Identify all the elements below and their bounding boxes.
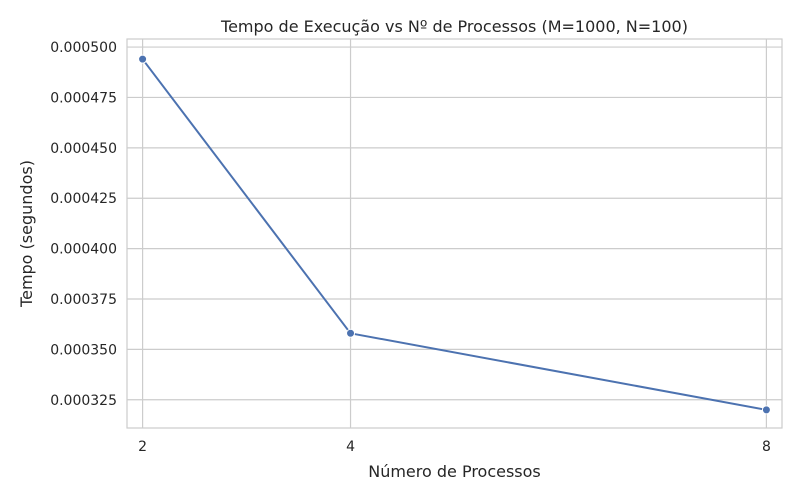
x-tick-label: 2	[138, 439, 147, 455]
x-axis-label: Número de Processos	[368, 462, 541, 481]
x-tick-label: 8	[762, 439, 771, 455]
chart-title: Tempo de Execução vs Nº de Processos (M=…	[220, 17, 688, 36]
series-layer	[138, 54, 771, 415]
data-point	[761, 405, 771, 415]
data-point	[138, 54, 148, 64]
y-tick-label: 0.000500	[50, 40, 117, 56]
data-point	[346, 328, 356, 338]
y-tick-label: 0.000325	[50, 393, 117, 409]
x-tick-label: 4	[346, 439, 355, 455]
x-tick-labels: 2 4 8	[138, 439, 771, 455]
y-tick-label: 0.000450	[50, 141, 117, 157]
plot-area	[126, 38, 783, 429]
y-tick-label: 0.000475	[50, 90, 117, 106]
grid-lines	[127, 39, 782, 428]
y-axis-label: Tempo (segundos)	[17, 160, 36, 308]
y-tick-label: 0.000400	[50, 242, 117, 258]
y-tick-labels: 0.000325 0.000350 0.000375 0.000400 0.000425…	[50, 40, 117, 409]
y-tick-label: 0.000375	[50, 292, 117, 308]
y-tick-label: 0.000350	[50, 342, 117, 358]
y-tick-label: 0.000425	[50, 191, 117, 207]
